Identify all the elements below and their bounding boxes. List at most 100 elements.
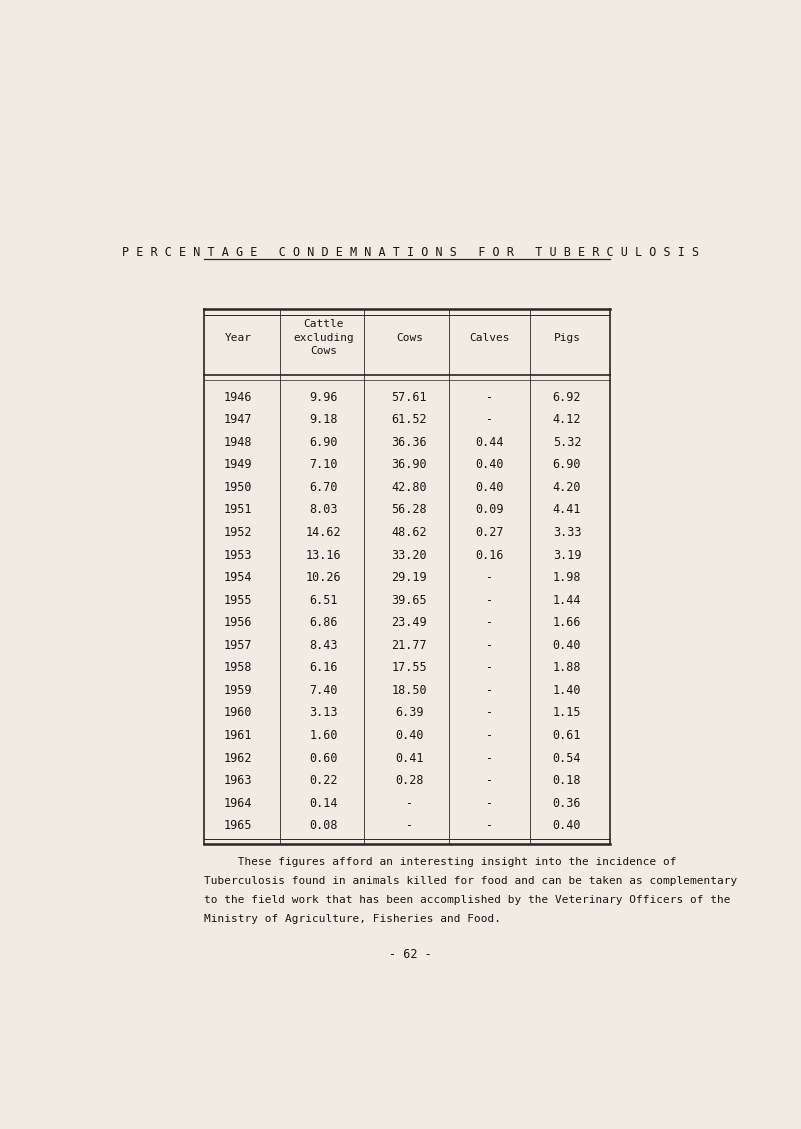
Text: -: -: [406, 820, 413, 832]
Text: Year: Year: [224, 333, 252, 342]
Text: 7.40: 7.40: [309, 684, 338, 697]
Text: -: -: [486, 820, 493, 832]
Text: 1960: 1960: [223, 707, 252, 719]
Text: 1.40: 1.40: [553, 684, 582, 697]
Text: 0.28: 0.28: [395, 774, 424, 787]
Text: 36.90: 36.90: [392, 458, 427, 471]
Text: 4.12: 4.12: [553, 413, 582, 426]
Text: 0.22: 0.22: [309, 774, 338, 787]
Text: Pigs: Pigs: [553, 333, 581, 342]
Text: 0.08: 0.08: [309, 820, 338, 832]
Text: -: -: [486, 571, 493, 584]
Text: 6.90: 6.90: [553, 458, 582, 471]
Text: 0.27: 0.27: [476, 526, 504, 539]
Text: 9.96: 9.96: [309, 391, 338, 404]
Text: 10.26: 10.26: [306, 571, 341, 584]
Text: 1949: 1949: [223, 458, 252, 471]
Text: 39.65: 39.65: [392, 594, 427, 606]
Text: 13.16: 13.16: [306, 549, 341, 561]
Text: 0.36: 0.36: [553, 797, 582, 809]
Text: 36.36: 36.36: [392, 436, 427, 448]
Text: 1963: 1963: [223, 774, 252, 787]
Text: 6.70: 6.70: [309, 481, 338, 493]
Text: 0.41: 0.41: [395, 752, 424, 764]
Text: 1954: 1954: [223, 571, 252, 584]
Text: 1953: 1953: [223, 549, 252, 561]
Text: Ministry of Agriculture, Fisheries and Food.: Ministry of Agriculture, Fisheries and F…: [204, 914, 501, 925]
Text: 6.39: 6.39: [395, 707, 424, 719]
Text: 6.92: 6.92: [553, 391, 582, 404]
Text: 0.40: 0.40: [476, 481, 504, 493]
Text: 1959: 1959: [223, 684, 252, 697]
Text: -: -: [486, 707, 493, 719]
Text: -: -: [486, 413, 493, 426]
Text: -: -: [486, 391, 493, 404]
Text: 8.43: 8.43: [309, 639, 338, 651]
Text: 0.44: 0.44: [476, 436, 504, 448]
Text: 1958: 1958: [223, 662, 252, 674]
Text: 0.09: 0.09: [476, 504, 504, 516]
Text: 0.40: 0.40: [476, 458, 504, 471]
Text: 33.20: 33.20: [392, 549, 427, 561]
Text: 1.88: 1.88: [553, 662, 582, 674]
Text: 18.50: 18.50: [392, 684, 427, 697]
Text: 1948: 1948: [223, 436, 252, 448]
Text: 6.16: 6.16: [309, 662, 338, 674]
Text: -: -: [486, 684, 493, 697]
Text: -: -: [486, 594, 493, 606]
Text: 0.16: 0.16: [476, 549, 504, 561]
Text: 6.86: 6.86: [309, 616, 338, 629]
Text: 1964: 1964: [223, 797, 252, 809]
Text: -: -: [486, 639, 493, 651]
Text: 0.60: 0.60: [309, 752, 338, 764]
Text: 1.15: 1.15: [553, 707, 582, 719]
Text: 61.52: 61.52: [392, 413, 427, 426]
Text: Cattle
excluding
Cows: Cattle excluding Cows: [293, 320, 354, 356]
Text: 29.19: 29.19: [392, 571, 427, 584]
Text: 17.55: 17.55: [392, 662, 427, 674]
Text: 48.62: 48.62: [392, 526, 427, 539]
Text: 8.03: 8.03: [309, 504, 338, 516]
Text: -: -: [406, 797, 413, 809]
Text: 57.61: 57.61: [392, 391, 427, 404]
Text: 1965: 1965: [223, 820, 252, 832]
Text: 1961: 1961: [223, 729, 252, 742]
Text: 0.40: 0.40: [553, 639, 582, 651]
Text: 0.18: 0.18: [553, 774, 582, 787]
Text: 3.13: 3.13: [309, 707, 338, 719]
Text: 56.28: 56.28: [392, 504, 427, 516]
Text: 6.90: 6.90: [309, 436, 338, 448]
Text: to the field work that has been accomplished by the Veterinary Officers of the: to the field work that has been accompli…: [204, 895, 731, 905]
Text: 3.19: 3.19: [553, 549, 582, 561]
Text: 1.98: 1.98: [553, 571, 582, 584]
Text: 1946: 1946: [223, 391, 252, 404]
Text: -: -: [486, 662, 493, 674]
Text: P E R C E N T A G E   C O N D E M N A T I O N S   F O R   T U B E R C U L O S I : P E R C E N T A G E C O N D E M N A T I …: [122, 246, 699, 260]
Text: 1956: 1956: [223, 616, 252, 629]
Text: -: -: [486, 729, 493, 742]
Text: Cows: Cows: [396, 333, 423, 342]
Text: 1947: 1947: [223, 413, 252, 426]
Text: 23.49: 23.49: [392, 616, 427, 629]
Text: 0.54: 0.54: [553, 752, 582, 764]
Text: -: -: [486, 752, 493, 764]
Text: 7.10: 7.10: [309, 458, 338, 471]
Text: 0.40: 0.40: [395, 729, 424, 742]
Text: -: -: [486, 774, 493, 787]
Text: 1950: 1950: [223, 481, 252, 493]
Text: 0.14: 0.14: [309, 797, 338, 809]
Text: 1952: 1952: [223, 526, 252, 539]
Text: 21.77: 21.77: [392, 639, 427, 651]
Text: 1.66: 1.66: [553, 616, 582, 629]
Text: These figures afford an interesting insight into the incidence of: These figures afford an interesting insi…: [204, 857, 677, 867]
Text: 0.61: 0.61: [553, 729, 582, 742]
Text: 4.41: 4.41: [553, 504, 582, 516]
Text: 3.33: 3.33: [553, 526, 582, 539]
Text: 1962: 1962: [223, 752, 252, 764]
Text: 14.62: 14.62: [306, 526, 341, 539]
Text: 5.32: 5.32: [553, 436, 582, 448]
Text: Calves: Calves: [469, 333, 510, 342]
Text: 0.40: 0.40: [553, 820, 582, 832]
Text: 1957: 1957: [223, 639, 252, 651]
Text: 9.18: 9.18: [309, 413, 338, 426]
